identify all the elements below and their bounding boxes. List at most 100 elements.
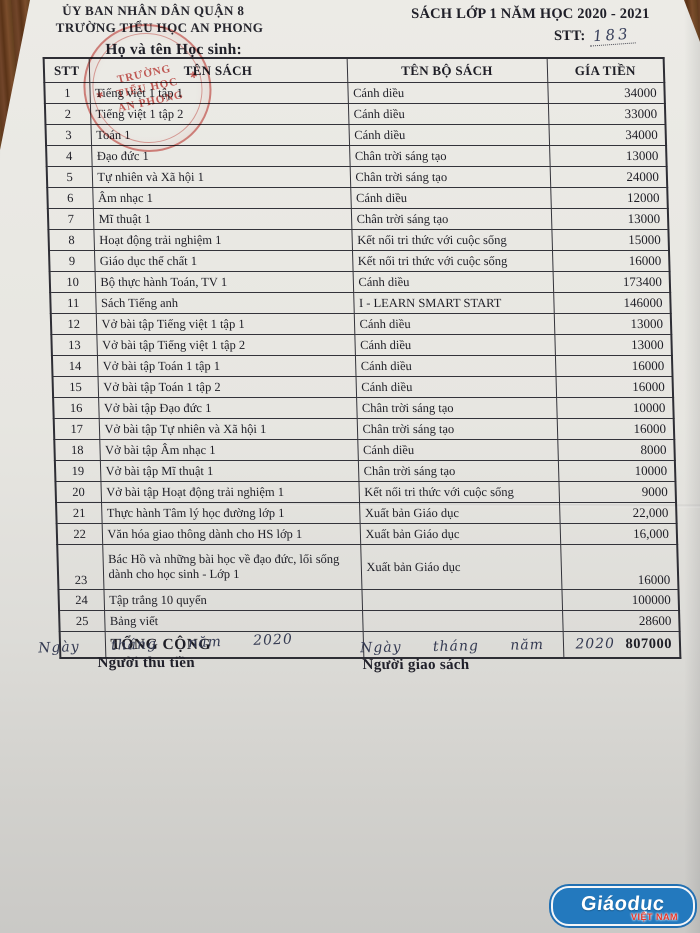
row-number-cell: 20 xyxy=(55,481,102,503)
book-title-cell: Thực hành Tâm lý học đường lớp 1 xyxy=(101,502,360,524)
series-cell: Chân trời sáng tạo xyxy=(357,460,559,482)
book-title-cell: Vở bài tập Toán 1 tập 1 xyxy=(96,355,356,377)
price-cell: 16,000 xyxy=(559,523,678,545)
series-cell: Chân trời sáng tạo xyxy=(349,166,551,188)
table-row: 21 Thực hành Tâm lý học đường lớp 1 Xuất b… xyxy=(56,502,677,524)
book-title-cell: Vở bài tập Hoạt động trải nghiệm 1 xyxy=(100,481,360,503)
row-number-cell: 13 xyxy=(51,334,97,356)
row-number-cell: 11 xyxy=(50,292,96,314)
table-row: 19 Vở bài tập Mĩ thuật 1 Chân trời sáng tạ… xyxy=(54,460,676,482)
serial-number-line: STT: 183 xyxy=(553,24,636,47)
series-cell: Cánh diều xyxy=(353,313,555,335)
table-row: 14 Vở bài tập Toán 1 tập 1 Cánh diều 16000 xyxy=(51,355,673,377)
series-cell: Kết nối tri thức với cuộc sống xyxy=(358,481,560,503)
book-title-cell: Giáo dục thể chất 1 xyxy=(93,250,353,272)
series-cell: Cánh diều xyxy=(352,271,554,293)
book-title-cell: Tập trắng 10 quyển xyxy=(103,589,363,611)
series-cell xyxy=(362,610,563,632)
table-row: 10 Bộ thực hành Toán, TV 1 Cánh diều 173400 xyxy=(49,271,671,293)
series-cell: Xuất bản Giáo dục xyxy=(359,523,561,545)
table-row: 11 Sách Tiếng anh I - LEARN SMART START 146… xyxy=(50,292,671,314)
series-cell xyxy=(361,589,563,611)
row-number-cell: 4 xyxy=(46,145,92,167)
row-number-cell: 5 xyxy=(46,166,93,188)
col-header-book-name: TÊN SÁCH xyxy=(88,58,348,83)
price-cell: 16000 xyxy=(556,418,675,440)
table-body: 1 Tiếng việt 1 tập 1 Cánh diều 34000 2 Tiếng … xyxy=(44,82,680,632)
deliverer-signature-label: Người giao sách xyxy=(362,657,470,673)
document-title: SÁCH LỚP 1 NĂM HỌC 2020 - 2021 xyxy=(410,6,650,22)
price-cell: 10000 xyxy=(557,460,676,482)
row-number-cell: 17 xyxy=(53,418,100,440)
table-row: 23 Bác Hồ và những bài học về đạo đức, lố… xyxy=(57,544,679,590)
table-header-row: STT TÊN SÁCH TÊN BỘ SÁCH GÍA TIỀN xyxy=(43,58,665,83)
table-row: 22 Văn hóa giao thông dành cho HS lớp 1 Xu… xyxy=(56,523,678,545)
table-row: 1 Tiếng việt 1 tập 1 Cánh diều 34000 xyxy=(44,82,665,104)
book-title-cell: Bộ thực hành Toán, TV 1 xyxy=(94,271,354,293)
org-name-line2: TRƯỜNG TIỂU HỌC AN PHONG xyxy=(55,20,264,35)
table-row: 24 Tập trắng 10 quyển 100000 xyxy=(58,589,680,611)
col-header-price: GÍA TIỀN xyxy=(546,58,665,83)
row-number-cell: 21 xyxy=(56,502,102,524)
series-cell: Chân trời sáng tạo xyxy=(356,397,557,419)
book-title-cell: Vở bài tập Âm nhạc 1 xyxy=(99,439,358,461)
book-title-cell: Toán 1 xyxy=(90,124,350,146)
series-cell: Kết nối tri thức với cuộc sống xyxy=(351,250,553,272)
series-cell: Kết nối tri thức với cuộc sống xyxy=(351,229,552,251)
table-row: 9 Giáo dục thể chất 1 Kết nối tri thức với… xyxy=(48,250,670,272)
price-cell: 173400 xyxy=(552,271,671,293)
price-cell: 33000 xyxy=(547,103,666,125)
row-number-cell: 25 xyxy=(59,610,105,632)
col-header-series: TÊN BỘ SÁCH xyxy=(346,58,548,83)
col-header-stt: STT xyxy=(43,58,90,83)
price-cell: 28600 xyxy=(562,610,680,632)
price-cell: 34000 xyxy=(548,124,667,146)
row-number-cell: 16 xyxy=(53,397,99,419)
org-name-line1: ỦY BAN NHÂN DÂN QUẬN 8 xyxy=(62,3,245,18)
table-row: 15 Vở bài tập Toán 1 tập 2 Cánh diều 16000 xyxy=(52,376,674,398)
series-cell: Chân trời sáng tạo xyxy=(350,208,552,230)
logo-sub-text: VIỆT NAM xyxy=(630,912,678,922)
row-number-cell: 12 xyxy=(50,313,97,335)
table-row: 5 Tự nhiên và Xã hội 1 Chân trời sáng tạo 2… xyxy=(46,166,668,188)
book-title-cell: Mĩ thuật 1 xyxy=(92,208,352,230)
row-number-cell: 9 xyxy=(48,250,95,272)
table-row: 4 Đạo đức 1 Chân trời sáng tạo 13000 xyxy=(46,145,667,167)
table-row: 20 Vở bài tập Hoạt động trải nghiệm 1 Kết … xyxy=(55,481,677,503)
book-title-cell: Âm nhạc 1 xyxy=(92,187,351,209)
price-cell: 146000 xyxy=(553,292,671,314)
price-cell: 13000 xyxy=(554,334,672,356)
book-title-cell: Vở bài tập Mĩ thuật 1 xyxy=(99,460,359,482)
row-number-cell: 24 xyxy=(58,589,105,611)
table-row: 13 Vở bài tập Tiếng việt 1 tập 2 Cánh diều… xyxy=(51,334,672,356)
price-cell: 16000 xyxy=(555,376,674,398)
price-cell: 16000 xyxy=(554,355,673,377)
row-number-cell: 10 xyxy=(49,271,96,293)
serial-number-label: STT: xyxy=(553,28,586,44)
table-row: 2 Tiếng việt 1 tập 2 Cánh diều 33000 xyxy=(44,103,666,125)
series-cell: Cánh diều xyxy=(350,187,551,209)
series-cell: Cánh diều xyxy=(347,82,548,104)
series-cell: Cánh diều xyxy=(354,334,555,356)
series-cell: Cánh diều xyxy=(357,439,558,461)
series-cell: I - LEARN SMART START xyxy=(353,292,554,314)
series-cell: Xuất bản Giáo dục xyxy=(360,544,562,590)
row-number-cell: 7 xyxy=(47,208,94,230)
row-number-cell: 1 xyxy=(44,82,90,104)
serial-number-value: 183 xyxy=(587,24,636,47)
book-title-cell: Vở bài tập Tự nhiên và Xã hội 1 xyxy=(98,418,358,440)
price-cell: 100000 xyxy=(561,589,680,611)
book-title-cell: Hoạt động trải nghiệm 1 xyxy=(93,229,352,251)
book-price-table: STT TÊN SÁCH TÊN BỘ SÁCH GÍA TIỀN 1 Tiếng… xyxy=(42,57,682,659)
price-cell: 16000 xyxy=(551,250,670,272)
row-number-cell: 19 xyxy=(54,460,101,482)
row-number-cell: 15 xyxy=(52,376,99,398)
book-title-cell: Tiếng việt 1 tập 1 xyxy=(89,82,348,104)
price-cell: 15000 xyxy=(551,229,669,251)
price-cell: 24000 xyxy=(549,166,668,188)
table-row: 12 Vở bài tập Tiếng việt 1 tập 1 Cánh diều… xyxy=(50,313,672,335)
series-cell: Xuất bản Giáo dục xyxy=(359,502,560,524)
book-title-cell: Vở bài tập Toán 1 tập 2 xyxy=(97,376,357,398)
